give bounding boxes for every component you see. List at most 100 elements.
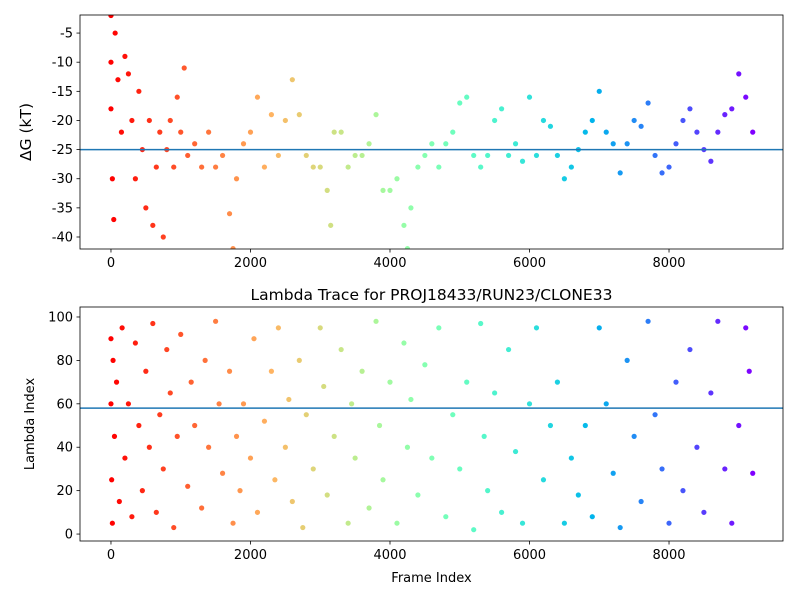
point — [722, 112, 728, 118]
point — [736, 71, 742, 77]
y-tick-label: -35 — [52, 201, 73, 216]
point — [750, 470, 756, 476]
point — [300, 524, 306, 531]
point — [729, 106, 735, 112]
point — [254, 94, 261, 100]
point — [603, 129, 609, 135]
point — [110, 357, 116, 363]
point — [526, 94, 533, 100]
point — [471, 527, 477, 533]
point — [112, 30, 118, 36]
point — [376, 422, 383, 429]
point — [715, 129, 721, 135]
point — [251, 336, 257, 342]
axes-title: Lambda Trace for PROJ18433/RUN23/CLONE33 — [251, 286, 613, 304]
point — [160, 466, 166, 472]
point — [139, 488, 145, 494]
point — [429, 455, 435, 461]
y-tick-label: -40 — [52, 230, 73, 245]
point — [150, 320, 156, 327]
x-tick-label: 8000 — [652, 256, 685, 271]
point — [122, 455, 128, 461]
point — [171, 164, 177, 170]
point — [275, 325, 281, 331]
x-tick-label: 6000 — [513, 256, 546, 271]
point — [746, 368, 752, 374]
point — [492, 117, 498, 124]
point — [167, 390, 173, 396]
point — [659, 466, 665, 472]
y-tick-label: -20 — [52, 114, 73, 129]
point — [303, 412, 309, 418]
point — [206, 444, 212, 450]
point — [631, 117, 637, 124]
point — [722, 466, 728, 472]
point — [540, 477, 547, 483]
point — [226, 368, 233, 374]
point — [310, 164, 316, 170]
point — [109, 520, 115, 526]
point — [505, 346, 512, 353]
x-tick-label: 0 — [107, 256, 115, 271]
y-axis-label: ΔG (kT) — [17, 103, 35, 161]
point — [247, 129, 254, 135]
point — [226, 211, 233, 217]
point — [457, 100, 463, 106]
point — [146, 117, 152, 124]
x-tick-label: 8000 — [652, 548, 685, 563]
point — [109, 477, 115, 483]
points — [108, 318, 756, 533]
point — [533, 152, 540, 159]
point — [540, 117, 547, 124]
point — [485, 488, 491, 494]
point — [185, 152, 191, 159]
point — [338, 129, 344, 135]
point — [443, 514, 449, 520]
y-tick-label: 80 — [56, 354, 73, 369]
y-tick-label: -5 — [60, 27, 73, 42]
point — [111, 433, 118, 439]
point — [603, 401, 609, 407]
point — [561, 520, 567, 526]
point — [443, 141, 449, 147]
point — [743, 325, 749, 331]
point — [526, 401, 533, 407]
point — [499, 106, 505, 112]
point — [213, 164, 219, 170]
y-tick-label: 20 — [56, 484, 73, 499]
point — [478, 320, 484, 327]
point — [303, 152, 309, 159]
point — [673, 141, 679, 147]
point — [624, 141, 630, 147]
y-tick-label: 0 — [65, 528, 73, 543]
point — [380, 477, 386, 483]
point — [108, 336, 114, 342]
point — [192, 422, 198, 429]
point — [157, 129, 163, 135]
point — [261, 164, 268, 170]
point — [359, 152, 365, 159]
point — [687, 106, 693, 112]
point — [568, 455, 574, 461]
point — [519, 158, 526, 164]
point — [321, 383, 327, 390]
point — [178, 129, 184, 135]
x-tick-label: 4000 — [373, 256, 406, 271]
point — [331, 129, 337, 135]
point — [289, 498, 295, 505]
point — [199, 505, 205, 511]
point — [181, 65, 187, 71]
point — [108, 59, 114, 65]
point — [206, 129, 212, 135]
point — [199, 164, 205, 170]
point — [610, 470, 616, 476]
point — [188, 379, 194, 385]
point — [436, 325, 442, 331]
point — [673, 379, 679, 385]
point — [233, 433, 240, 439]
point — [736, 422, 742, 429]
y-tick-label: 100 — [48, 310, 73, 325]
point — [118, 129, 125, 135]
y-tick-label: 40 — [56, 441, 73, 456]
point — [310, 466, 316, 472]
